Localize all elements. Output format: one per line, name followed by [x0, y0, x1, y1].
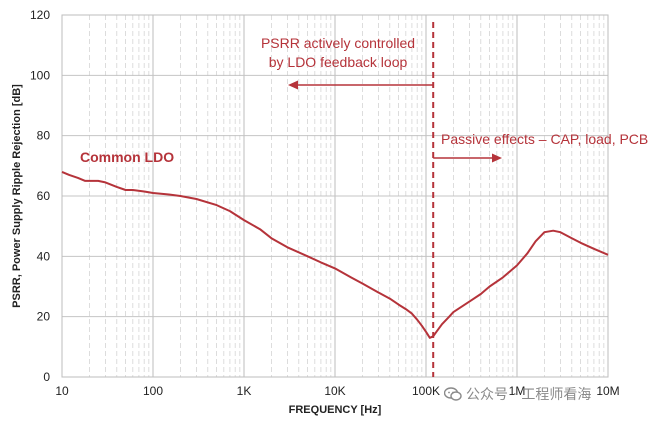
y-tick-label: 100 — [30, 68, 50, 82]
annotation-passive: Passive effects – CAP, load, PCB — [441, 131, 648, 147]
wechat-icon — [444, 387, 462, 401]
plot-frame — [61, 14, 609, 378]
x-tick-label: 1M — [509, 384, 526, 398]
x-tick-label: 10M — [596, 384, 619, 398]
watermark-text: 公众号 · 工程师看海 — [466, 387, 592, 403]
arrow-left-head-icon — [288, 80, 298, 90]
y-axis-ticks: 0 20 40 60 80 100 120 — [30, 8, 50, 384]
arrow-right-head-icon — [492, 153, 502, 163]
series-label-common-ldo: Common LDO — [80, 149, 174, 165]
x-axis-label: FREQUENCY [Hz] — [289, 404, 382, 416]
x-tick-label: 100 — [143, 384, 163, 398]
watermark: 公众号 · 工程师看海 — [444, 384, 591, 404]
annotation-feedback-line-1: PSRR actively controlled — [261, 35, 415, 51]
x-tick-label: 1K — [237, 384, 252, 398]
x-axis-ticks: 10 100 1K 10K 100K 1M 10M — [55, 384, 619, 398]
series-layer — [61, 170, 609, 339]
y-tick-label: 20 — [37, 310, 51, 324]
y-tick-label: 80 — [37, 129, 51, 143]
y-tick-label: 60 — [37, 189, 51, 203]
y-tick-label: 40 — [37, 249, 51, 263]
y-tick-label: 0 — [43, 370, 50, 384]
x-tick-label: 10 — [55, 384, 69, 398]
y-axis-label: PSRR, Power Supply Ripple Rejection [dB] — [11, 84, 23, 308]
y-tick-label: 120 — [30, 8, 50, 22]
annotation-feedback-line-2: by LDO feedback loop — [269, 54, 408, 70]
series-line-0 — [61, 170, 609, 339]
x-tick-label: 10K — [324, 384, 345, 398]
x-tick-label: 100K — [412, 384, 440, 398]
